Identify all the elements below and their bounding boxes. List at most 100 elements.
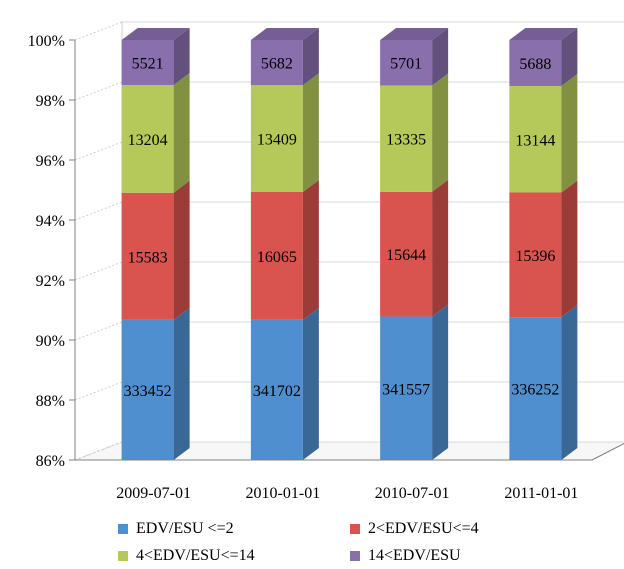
bar-segment-1-4 [121,28,190,86]
chart-bars [121,28,578,460]
legend-label-2: 2<EDV/ESU<=4 [368,520,479,537]
gridline-depth [74,321,123,341]
bar-segment-2-4 [250,28,319,86]
data-label: 336252 [511,382,559,399]
legend-item-1: EDV/ESU <=2 [118,520,234,538]
x-tick-label: 2009-07-01 [116,485,191,502]
x-tick-label: 2011-01-01 [504,485,578,502]
bar-front [509,317,562,460]
gridline-depth [74,261,123,281]
data-label: 333452 [124,383,172,400]
bar-front [121,319,174,460]
gridline-depth [74,201,123,221]
data-label: 15583 [128,249,168,266]
bar-segment-2-1 [250,307,319,460]
bar-front [380,40,433,86]
bar-front [509,40,562,87]
bar-front [509,86,562,193]
gridline-depth [74,381,123,401]
bar-front [509,192,562,318]
legend-swatch-4 [350,551,360,561]
legend-swatch-3 [118,551,128,561]
bar-side [561,180,578,318]
bar-segment-4-1 [509,305,578,460]
bar-side [302,28,319,86]
data-label: 15644 [386,247,426,264]
data-label: 13204 [128,132,168,149]
data-label: 341557 [382,381,430,398]
bar-top [509,28,578,40]
stacked-bar-chart: 86% 88% 90% 92% 94% 96% 98% 100% 2009-07-01 2010-… [28,21,624,502]
bar-segment-4-2 [509,180,578,318]
y-tick-label: 90% [36,333,65,350]
data-label: 5521 [132,56,164,73]
bar-side [173,28,190,86]
bar-front [250,40,303,86]
x-tick-label: 2010-01-01 [246,485,321,502]
gridline-depth [74,21,123,41]
data-label: 16065 [257,249,297,266]
bar-segment-3-3 [380,73,449,192]
legend-item-4: 14<EDV/ESU [350,547,461,565]
bar-segment-3-2 [380,179,449,317]
bar-front [121,85,174,193]
y-tick-label: 100% [28,33,65,50]
data-label: 15396 [515,248,555,265]
bar-top [250,28,319,40]
bar-side [432,28,449,86]
bar-segment-3-1 [380,304,449,460]
y-tick-label: 92% [36,273,65,290]
bar-side [173,307,190,460]
bar-front [250,191,303,320]
chart-legend: EDV/ESU <=2 2<EDV/ESU<=4 4<EDV/ESU<=14 1… [118,520,518,568]
bar-side [561,28,578,87]
chart-floor [74,441,624,461]
bar-segment-3-4 [380,28,449,86]
bar-segment-1-3 [121,73,190,193]
bar-side [432,179,449,317]
legend-label-1: EDV/ESU <=2 [136,520,234,537]
legend-swatch-2 [350,524,360,534]
x-tick-label: 2010-07-01 [375,485,450,502]
bar-side [302,73,319,192]
legend-item-3: 4<EDV/ESU<=14 [118,547,255,565]
bar-front [380,85,433,192]
gridline-depth [74,441,123,461]
bar-segment-1-1 [121,307,190,460]
chart-axes: 86% 88% 90% 92% 94% 96% 98% 100% 2009-07-01 2010-… [28,33,624,502]
legend-swatch-1 [118,524,128,534]
bar-front [121,40,174,86]
data-label: 13144 [515,132,555,149]
data-label: 5682 [261,56,293,73]
bar-side [432,304,449,460]
bar-front [250,319,303,460]
data-label: 13409 [257,132,297,149]
y-tick-label: 86% [36,453,65,470]
data-label: 13335 [386,132,426,149]
bar-segment-2-3 [250,73,319,192]
data-label: 341702 [253,383,301,400]
bar-segment-4-3 [509,74,578,193]
y-tick-label: 96% [36,153,65,170]
bar-front [250,85,303,192]
bar-segment-1-2 [121,180,190,320]
legend-label-3: 4<EDV/ESU<=14 [136,547,255,564]
bar-front [380,316,433,460]
bar-segment-4-4 [509,28,578,87]
data-label: 5688 [519,56,551,73]
bar-side [173,180,190,320]
bar-side [432,73,449,192]
bar-front [121,192,174,320]
y-tick-label: 94% [36,213,65,230]
legend-label-4: 14<EDV/ESU [368,547,461,564]
x-axis-depth-line [591,442,624,461]
bar-side [561,305,578,460]
floor-plane [74,441,624,461]
gridline-depth [74,81,123,101]
data-label: 5701 [390,56,422,73]
gridline-depth [74,141,123,161]
y-tick-label: 98% [36,93,65,110]
legend-item-2: 2<EDV/ESU<=4 [350,520,479,538]
bar-front [380,191,433,317]
bar-top [121,28,190,40]
